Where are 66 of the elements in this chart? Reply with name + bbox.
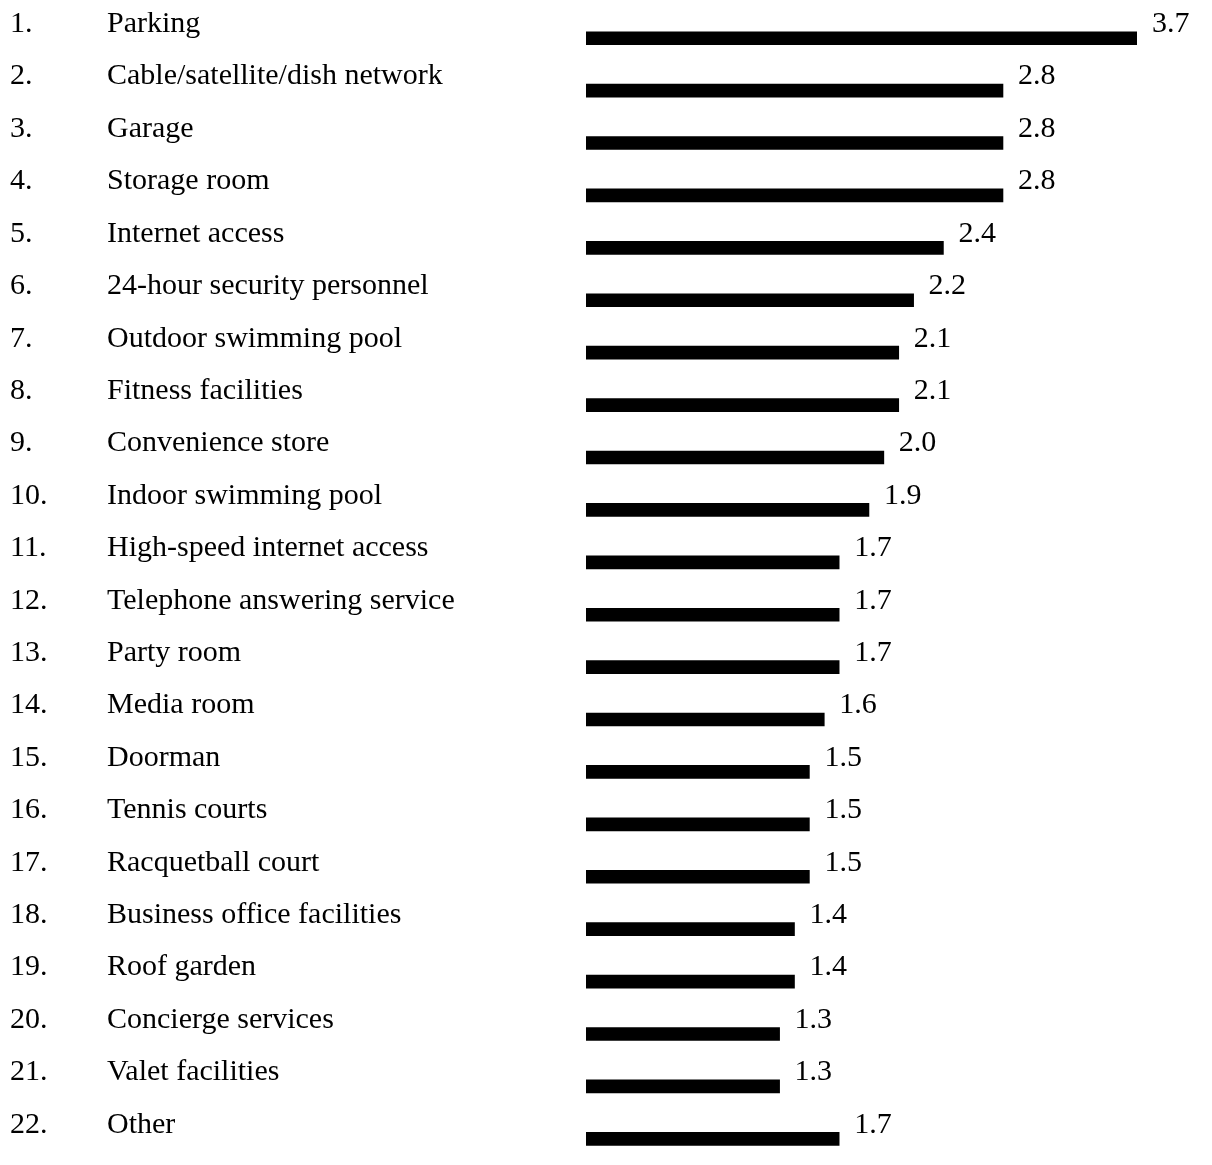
data-label: 1.5 — [824, 843, 862, 877]
data-label: 1.3 — [794, 1000, 833, 1034]
data-label: 2.8 — [1017, 109, 1056, 143]
category-label: 10. Indoor swimming pool — [10, 476, 382, 510]
bar — [586, 555, 840, 570]
bar — [586, 293, 914, 308]
data-label: 2.2 — [928, 267, 967, 301]
category-label: 14. Media room — [10, 686, 255, 720]
bar — [586, 31, 1137, 46]
data-label: 2.0 — [898, 424, 937, 458]
category-label: 9. Convenience store — [10, 424, 330, 458]
bar — [586, 1079, 780, 1094]
bar — [586, 869, 810, 884]
bar — [586, 1131, 840, 1146]
category-label: 17. Racquetball court — [10, 843, 320, 877]
category-label: 22. Other — [10, 1105, 176, 1139]
category-label: 20. Concierge services — [10, 1000, 334, 1034]
bar — [586, 765, 810, 779]
data-label: 1.6 — [839, 686, 877, 720]
category-label: 18. Business office facilities — [10, 896, 402, 930]
category-label: 3. Garage — [10, 109, 194, 143]
category-label: 19. Roof garden — [10, 948, 257, 982]
data-label: 1.7 — [854, 633, 892, 667]
category-label: 16. Tennis courts — [10, 791, 268, 825]
bar — [586, 345, 900, 360]
data-label: 2.8 — [1017, 162, 1056, 196]
category-label: 11. High-speed internet access — [10, 529, 429, 563]
data-label: 1.7 — [854, 581, 892, 615]
bar — [586, 450, 885, 465]
category-label: 1. Parking — [10, 5, 201, 39]
data-label: 2.8 — [1017, 57, 1056, 91]
category-label: 8. Fitness facilities — [10, 371, 303, 405]
bar — [586, 660, 840, 674]
bar — [586, 712, 825, 727]
bar — [586, 136, 1004, 150]
data-label: 1.5 — [824, 738, 862, 772]
bar — [586, 83, 1004, 98]
data-label: 1.9 — [883, 476, 922, 510]
data-label: 2.4 — [958, 214, 996, 248]
category-label: 4. Storage room — [10, 162, 270, 196]
data-label: 1.3 — [794, 1053, 833, 1087]
bar — [586, 188, 1004, 203]
category-label: 5. Internet access — [10, 214, 285, 248]
bar — [586, 241, 944, 255]
data-label: 1.4 — [809, 896, 847, 930]
data-label: 2.1 — [913, 371, 952, 405]
category-label: 12. Telephone answering service — [10, 581, 455, 615]
category-label: 6. 24-hour security personnel — [10, 267, 429, 301]
category-label: 2. Cable/satellite/dish network — [10, 57, 443, 91]
data-label: 1.4 — [809, 948, 847, 982]
data-label: 1.7 — [854, 529, 892, 563]
category-label: 13. Party room — [10, 633, 242, 667]
bar — [586, 607, 840, 622]
data-label: 2.1 — [913, 319, 952, 353]
bar — [586, 398, 900, 412]
bar — [586, 974, 795, 989]
bar — [586, 503, 870, 517]
data-label: 1.7 — [854, 1105, 892, 1139]
data-label: 3.7 — [1152, 5, 1190, 39]
bar — [586, 1027, 780, 1041]
category-label: 21. Valet facilities — [10, 1053, 280, 1087]
bar — [586, 922, 795, 936]
bar — [586, 817, 810, 832]
category-label: 7. Outdoor swimming pool — [10, 319, 403, 353]
data-label: 1.5 — [824, 791, 862, 825]
category-label: 15. Doorman — [10, 738, 221, 772]
